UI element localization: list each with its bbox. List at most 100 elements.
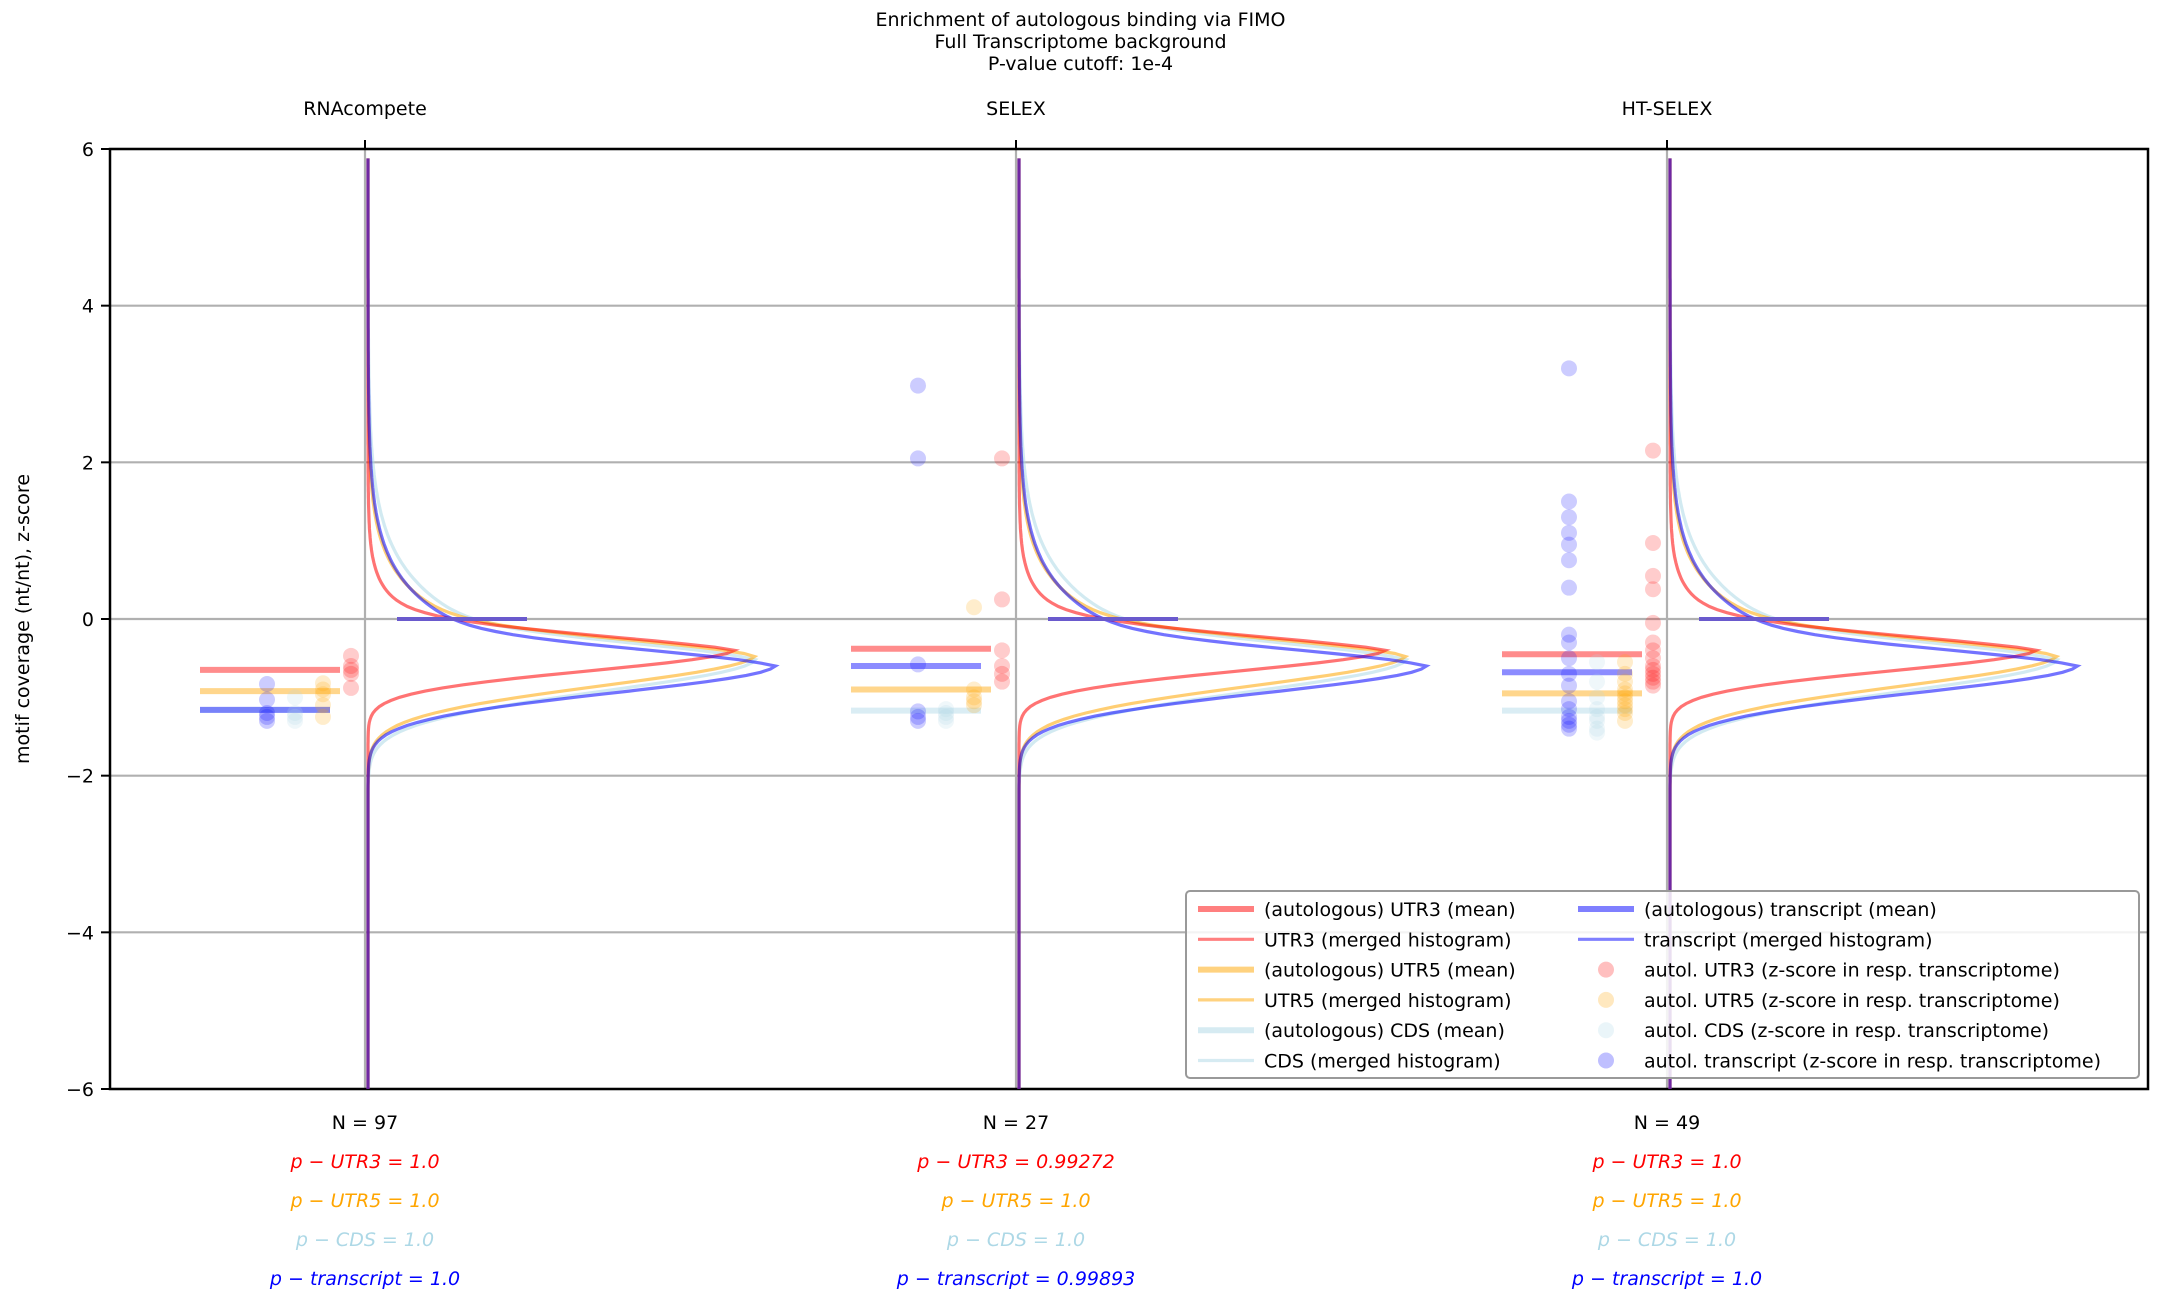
legend-label: (autologous) UTR3 (mean) (1264, 899, 1516, 921)
point-utr3 (343, 658, 359, 674)
point-transcript (910, 712, 926, 729)
plot-frame (108, 147, 2150, 1091)
point-cds (1589, 673, 1605, 690)
point-transcript (259, 705, 275, 721)
point-utr5 (1617, 665, 1633, 682)
point-utr5 (966, 681, 982, 698)
point-utr5 (966, 599, 982, 616)
legend-swatch-dot (1598, 1052, 1614, 1069)
n-label: N = 27 (983, 1112, 1049, 1134)
p-label-cds: p − CDS = 1.0 (946, 1229, 1085, 1251)
histogram-utr3-0 (366, 158, 740, 1089)
point-utr3 (1645, 634, 1661, 651)
p-label-cds: p − CDS = 1.0 (295, 1229, 434, 1251)
point-utr3 (994, 591, 1010, 608)
y-tick-label: 4 (82, 296, 94, 318)
p-label-utr5: p − UTR5 = 1.0 (940, 1190, 1090, 1212)
p-label-utr5: p − UTR5 = 1.0 (1591, 1190, 1741, 1212)
point-utr5 (966, 697, 982, 714)
point-utr5 (1617, 697, 1633, 714)
chart-title-line3: P-value cutoff: 1e-4 (987, 53, 1174, 75)
y-tick-label: −2 (66, 766, 94, 788)
point-transcript (259, 691, 275, 708)
point-cds (1589, 720, 1605, 737)
chart-title-line2: Full Transcriptome background (934, 31, 1227, 53)
point-transcript (1561, 677, 1577, 694)
point-transcript (1561, 579, 1577, 596)
legend-label: UTR3 (merged histogram) (1264, 929, 1512, 951)
point-utr3 (1645, 665, 1661, 682)
point-utr3 (1645, 650, 1661, 667)
p-label-utr3: p − UTR3 = 1.0 (1591, 1151, 1741, 1173)
point-transcript (1561, 552, 1577, 569)
point-utr5 (1617, 654, 1633, 671)
point-transcript (910, 377, 926, 394)
point-transcript (259, 712, 275, 729)
y-axis-label: motif coverage (nt/nt), z-score (12, 474, 34, 764)
point-utr5 (1617, 693, 1633, 710)
point-utr3 (1645, 658, 1661, 674)
point-transcript (1561, 536, 1577, 553)
p-label-transcript: p − transcript = 1.0 (1571, 1268, 1762, 1290)
histogram-transcript-1 (1017, 158, 1431, 1089)
point-transcript (1561, 716, 1577, 733)
point-transcript (910, 703, 926, 720)
legend-label: (autologous) UTR5 (mean) (1264, 960, 1516, 982)
point-transcript (259, 676, 275, 693)
point-cds (1589, 708, 1605, 725)
point-transcript (910, 656, 926, 673)
point-transcript (1561, 720, 1577, 737)
point-utr3 (1645, 442, 1661, 459)
y-tick-label: −6 (66, 1079, 94, 1101)
point-utr3 (343, 665, 359, 682)
point-cds (938, 701, 954, 718)
point-transcript (1561, 493, 1577, 510)
point-utr5 (315, 697, 331, 714)
point-cds (938, 705, 954, 721)
point-utr3 (343, 679, 359, 696)
point-transcript (259, 708, 275, 725)
p-label-utr5: p − UTR5 = 1.0 (289, 1190, 439, 1212)
chart-title-line1: Enrichment of autologous binding via FIM… (875, 9, 1286, 31)
point-transcript (1561, 626, 1577, 643)
p-label-transcript: p − transcript = 0.99893 (896, 1268, 1136, 1290)
point-transcript (1561, 708, 1577, 725)
p-label-utr3: p − UTR3 = 1.0 (289, 1151, 439, 1173)
point-utr3 (994, 665, 1010, 682)
p-label-utr3: p − UTR3 = 0.99272 (916, 1151, 1114, 1173)
point-utr5 (315, 708, 331, 725)
legend-swatch-dot (1598, 1022, 1614, 1039)
legend-label: autol. UTR3 (z-score in resp. transcript… (1644, 960, 2060, 982)
point-utr3 (1645, 614, 1661, 631)
point-cds (287, 712, 303, 729)
point-utr3 (1645, 642, 1661, 659)
point-utr5 (1617, 685, 1633, 702)
point-utr5 (1617, 712, 1633, 729)
point-utr3 (1645, 673, 1661, 690)
legend-label: CDS (merged histogram) (1264, 1051, 1501, 1073)
histogram-utr5-0 (366, 158, 759, 1089)
point-transcript (1561, 701, 1577, 718)
point-cds (938, 712, 954, 729)
legend-label: transcript (merged histogram) (1644, 929, 1933, 951)
group-label: RNAcompete (303, 98, 427, 120)
point-cds (287, 708, 303, 725)
legend-label: (autologous) transcript (mean) (1644, 899, 1937, 921)
legend-label: autol. transcript (z-score in resp. tran… (1644, 1051, 2101, 1073)
point-utr5 (1617, 705, 1633, 721)
point-cds (1589, 689, 1605, 706)
point-transcript (1561, 693, 1577, 710)
y-tick-label: 0 (82, 609, 94, 631)
point-utr3 (1645, 535, 1661, 552)
histogram-cds-0 (366, 158, 759, 1089)
point-utr3 (994, 450, 1010, 467)
point-transcript (1561, 524, 1577, 541)
point-transcript (1561, 712, 1577, 729)
point-transcript (910, 450, 926, 467)
point-cds (1589, 654, 1605, 671)
point-cds (938, 708, 954, 725)
y-tick-label: 2 (82, 452, 94, 474)
point-utr3 (343, 647, 359, 664)
point-utr5 (966, 693, 982, 710)
